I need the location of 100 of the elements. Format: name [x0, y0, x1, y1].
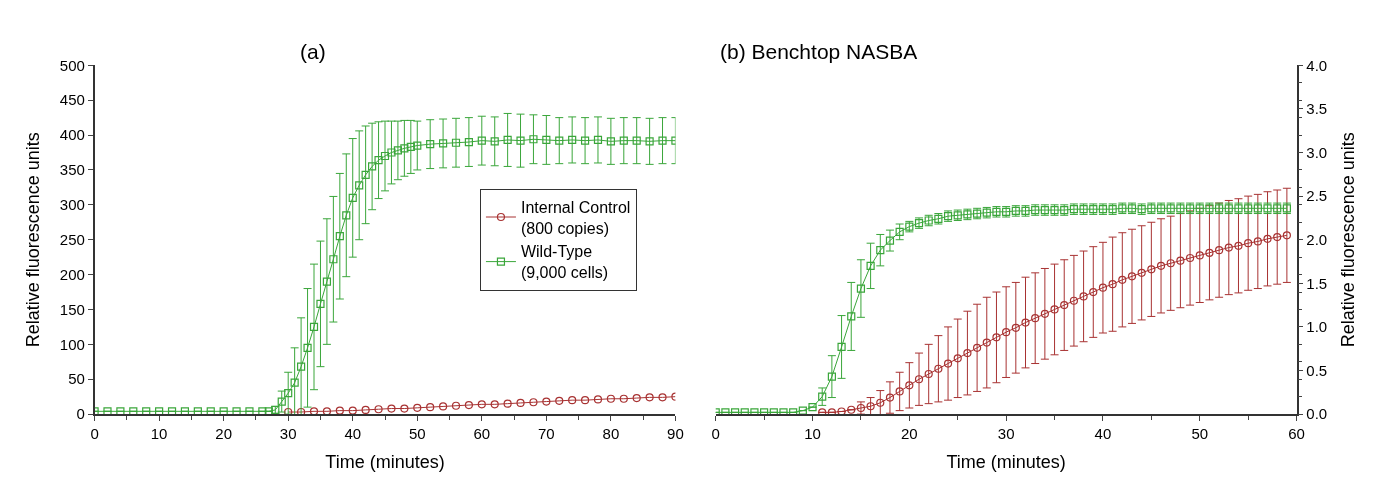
- x-tick-label: 80: [602, 424, 620, 442]
- point: [1127, 272, 1137, 281]
- point: [808, 403, 817, 412]
- point: [856, 284, 866, 293]
- x-axis-title: Time (minutes): [946, 452, 1066, 473]
- point: [322, 407, 332, 415]
- y-tick-label: 150: [59, 300, 85, 318]
- point: [555, 396, 564, 405]
- point: [1263, 234, 1272, 243]
- point: [516, 136, 525, 145]
- point: [464, 137, 473, 147]
- point: [1089, 287, 1098, 297]
- point: [477, 136, 486, 145]
- point: [503, 399, 512, 408]
- x-tick-label: 0: [90, 424, 99, 442]
- x-tick-label: 10: [804, 424, 821, 442]
- point: [503, 135, 512, 145]
- point: [529, 398, 538, 407]
- point: [438, 402, 448, 411]
- point: [380, 151, 390, 161]
- y-axis-title: Relative fluorescence units: [1337, 132, 1358, 348]
- x-tick-label: 40: [1094, 424, 1112, 442]
- y-tick-label: 0: [76, 405, 85, 423]
- x-tick-label: 40: [344, 424, 362, 442]
- y-tick-label: 3.0: [1306, 143, 1328, 161]
- point: [529, 135, 538, 144]
- point: [290, 378, 299, 387]
- point: [658, 136, 667, 145]
- point: [309, 407, 319, 415]
- point: [451, 401, 461, 410]
- point: [1185, 253, 1195, 263]
- point: [632, 393, 641, 403]
- point: [1176, 256, 1185, 265]
- y-tick-label: 100: [59, 335, 85, 353]
- point: [316, 299, 325, 308]
- point: [1195, 251, 1204, 260]
- x-tick-label: 50: [408, 424, 426, 442]
- point: [866, 402, 875, 411]
- y-tick-label: 50: [68, 370, 85, 388]
- point: [1205, 248, 1214, 257]
- point: [568, 135, 577, 145]
- y-tick-label: 4.0: [1306, 56, 1328, 74]
- point: [1098, 283, 1108, 292]
- y-tick-label: 0.5: [1306, 361, 1328, 379]
- point: [542, 135, 551, 145]
- point: [658, 393, 667, 402]
- point: [885, 393, 895, 402]
- point: [1244, 239, 1253, 248]
- point: [645, 137, 654, 146]
- point: [905, 381, 914, 390]
- point: [342, 211, 351, 220]
- x-axis-title: Time (minutes): [325, 452, 445, 473]
- point: [847, 312, 856, 321]
- point: [1021, 318, 1030, 327]
- point: [1224, 243, 1233, 252]
- point: [413, 141, 422, 150]
- point: [374, 156, 383, 165]
- point: [837, 342, 846, 352]
- point: [943, 359, 953, 368]
- point: [361, 405, 370, 415]
- y-tick-label: 0.0: [1306, 405, 1328, 423]
- point: [632, 136, 641, 145]
- point: [335, 232, 344, 241]
- point: [568, 396, 577, 405]
- point: [297, 362, 306, 371]
- point: [297, 407, 306, 415]
- x-tick-label: 30: [279, 424, 297, 442]
- point: [387, 148, 396, 157]
- chart-title: (a): [300, 40, 326, 63]
- point: [284, 389, 293, 398]
- legend-label: Wild-Type (9,000 cells): [520, 243, 609, 282]
- y-tick-label: 500: [59, 56, 85, 74]
- point: [1253, 237, 1262, 246]
- point: [895, 227, 904, 236]
- point: [1156, 261, 1166, 270]
- x-tick-label: 50: [1191, 424, 1209, 442]
- point: [329, 255, 338, 264]
- x-tick-label: 70: [538, 424, 555, 442]
- chart-title: (b) Benchtop NASBA: [720, 40, 918, 63]
- point: [1040, 309, 1049, 318]
- point: [619, 136, 628, 145]
- point: [348, 193, 357, 202]
- point: [1002, 328, 1011, 337]
- point: [348, 406, 357, 415]
- legend-label: Internal Control (800 copies): [520, 198, 631, 237]
- x-tick-label: 30: [997, 424, 1015, 442]
- y-tick-label: 1.5: [1306, 274, 1328, 292]
- point: [982, 338, 991, 347]
- point: [400, 404, 409, 413]
- x-tick-label: 20: [900, 424, 918, 442]
- y-tick-label: 2.0: [1306, 230, 1328, 248]
- point: [973, 343, 982, 352]
- point: [477, 400, 486, 409]
- x-tick-label: 10: [150, 424, 168, 442]
- point: [1234, 241, 1243, 250]
- y-tick-label: 450: [59, 91, 85, 109]
- point: [438, 139, 448, 148]
- point: [924, 369, 933, 379]
- point: [645, 393, 654, 402]
- y-tick-label: 3.5: [1306, 100, 1328, 118]
